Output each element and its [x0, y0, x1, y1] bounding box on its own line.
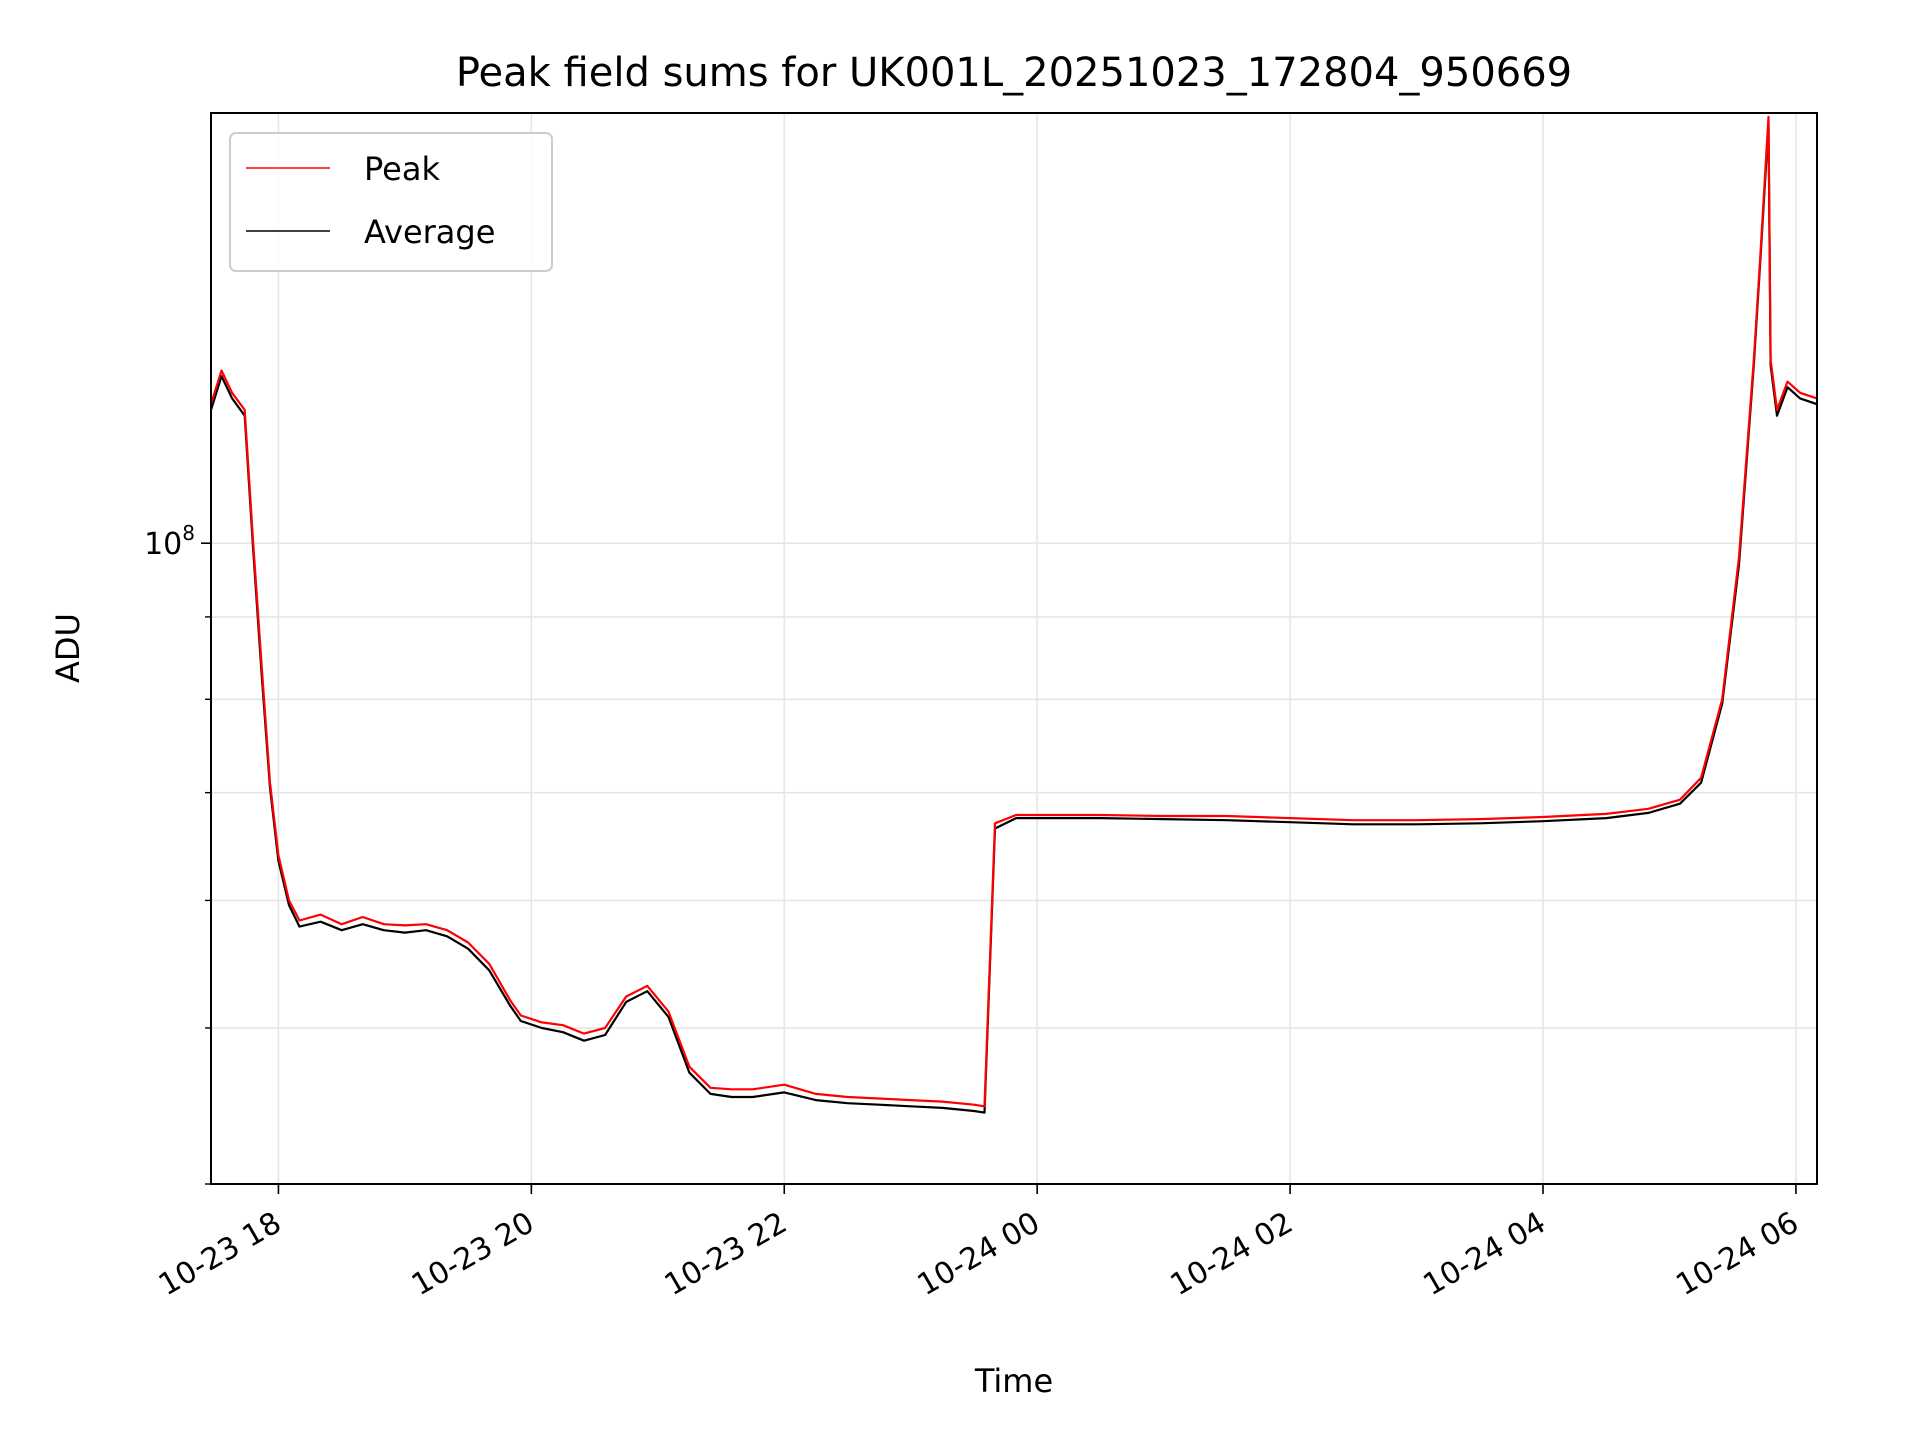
plot-frame	[210, 112, 1818, 1185]
legend-peak-label: Peak	[364, 150, 440, 188]
legend-average-label: Average	[364, 213, 495, 251]
x-axis-label: Time	[974, 1362, 1053, 1400]
y-axis-ticks: 108	[144, 521, 211, 1185]
y-tick-label: 108	[144, 521, 195, 562]
chart-title: Peak field sums for UK001L_20251023_1728…	[456, 50, 1572, 96]
legend: Peak Average	[229, 132, 553, 272]
plot-series	[211, 115, 1817, 1114]
y-axis-label: ADU	[49, 613, 87, 683]
series-line-peak	[211, 115, 1817, 1108]
series-line-average	[211, 123, 1817, 1114]
